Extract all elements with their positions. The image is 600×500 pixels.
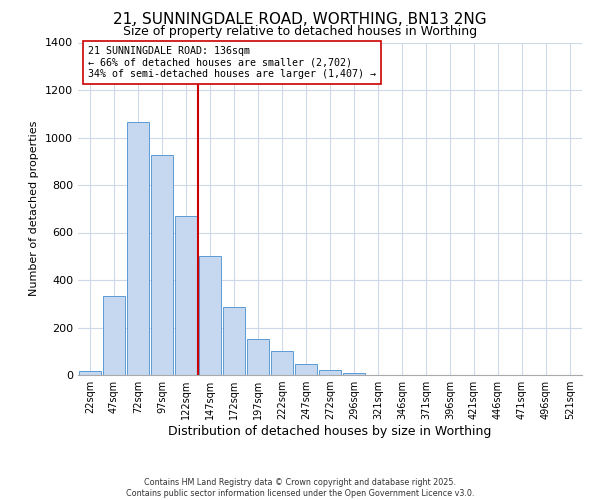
Y-axis label: Number of detached properties: Number of detached properties — [29, 121, 40, 296]
Bar — [319, 370, 341, 375]
Bar — [151, 156, 173, 375]
Bar — [247, 340, 269, 375]
Text: Size of property relative to detached houses in Worthing: Size of property relative to detached ho… — [123, 25, 477, 38]
Bar — [79, 370, 101, 375]
Text: 21, SUNNINGDALE ROAD, WORTHING, BN13 2NG: 21, SUNNINGDALE ROAD, WORTHING, BN13 2NG — [113, 12, 487, 28]
Bar — [223, 306, 245, 375]
Bar — [127, 122, 149, 375]
Bar — [343, 372, 365, 375]
Bar — [295, 364, 317, 375]
Text: Contains HM Land Registry data © Crown copyright and database right 2025.
Contai: Contains HM Land Registry data © Crown c… — [126, 478, 474, 498]
X-axis label: Distribution of detached houses by size in Worthing: Distribution of detached houses by size … — [169, 425, 491, 438]
Bar — [175, 216, 197, 375]
Bar — [103, 296, 125, 375]
Bar — [271, 351, 293, 375]
Bar — [199, 256, 221, 375]
Text: 21 SUNNINGDALE ROAD: 136sqm
← 66% of detached houses are smaller (2,702)
34% of : 21 SUNNINGDALE ROAD: 136sqm ← 66% of det… — [88, 46, 376, 79]
